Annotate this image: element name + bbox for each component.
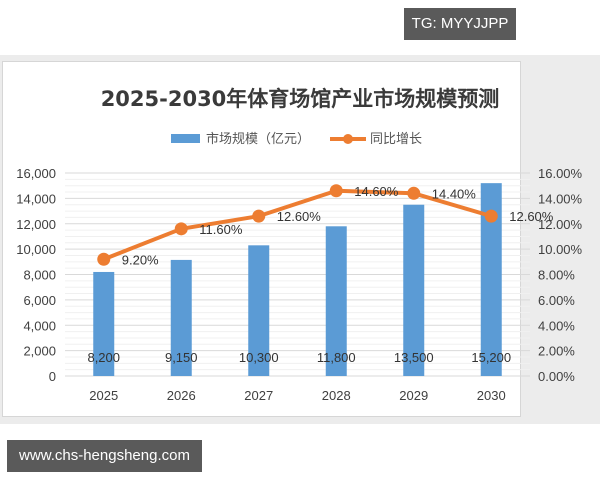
right-tick-label: 16.00% [538, 166, 583, 181]
x-tick-label: 2027 [244, 388, 273, 403]
bottom-watermark-tag: www.chs-hengsheng.com [7, 440, 202, 472]
left-tick-label: 12,000 [16, 217, 56, 232]
line-value-label: 11.60% [199, 222, 243, 237]
right-tick-label: 6.00% [538, 293, 575, 308]
right-tick-label: 4.00% [538, 318, 575, 333]
left-tick-label: 16,000 [16, 166, 56, 181]
line-marker-icon [174, 222, 188, 236]
line-value-label: 12.60% [277, 209, 322, 224]
line-value-label: 14.60% [354, 184, 399, 199]
line-marker-icon [484, 209, 498, 223]
bar-value-label: 9,150 [165, 350, 198, 365]
line-marker-icon [252, 209, 266, 223]
left-tick-label: 4,000 [23, 318, 56, 333]
right-tick-label: 10.00% [538, 242, 583, 257]
left-tick-label: 14,000 [16, 191, 56, 206]
line-value-label: 9.20% [122, 252, 159, 267]
left-tick-label: 6,000 [23, 293, 56, 308]
right-tick-label: 2.00% [538, 344, 575, 359]
x-tick-label: 2029 [399, 388, 428, 403]
right-axis-ticks: 0.00% 2.00% 4.00% 6.00% 8.00% 10.00% 12.00% 14.… [538, 166, 583, 384]
top-watermark-tag: TG: MYYJJPP [404, 8, 516, 40]
x-tick-label: 2028 [322, 388, 351, 403]
line-value-label: 12.60% [509, 209, 554, 224]
bar [248, 245, 270, 376]
right-tick-label: 8.00% [538, 268, 575, 283]
bar [170, 259, 192, 376]
line-marker-icon [97, 252, 111, 266]
right-tick-label: 0.00% [538, 369, 575, 384]
x-tick-label: 2025 [89, 388, 118, 403]
bar [480, 183, 502, 376]
bar [403, 204, 425, 376]
legend-line-label: 同比增长 [370, 131, 422, 146]
left-axis-ticks: 0 2,000 4,000 6,000 8,000 10,000 12,000 14,000 1… [16, 166, 56, 384]
bar-value-label: 11,800 [317, 350, 356, 365]
x-tick-label: 2026 [167, 388, 196, 403]
bar [93, 271, 115, 376]
gridlines [65, 172, 530, 377]
left-tick-label: 8,000 [23, 268, 56, 283]
line-marker-icon [407, 186, 421, 200]
right-tick-label: 12.00% [538, 217, 583, 232]
growth-line [103, 188, 492, 262]
right-tick-label: 14.00% [538, 191, 583, 206]
chart-title: 2025-2030年体育场馆产业市场规模预测 [101, 87, 500, 111]
bar-value-label: 8,200 [87, 350, 120, 365]
bar [325, 226, 347, 376]
legend-line-marker-icon [343, 134, 353, 144]
bar-value-label: 10,300 [239, 350, 279, 365]
left-tick-label: 2,000 [23, 344, 56, 359]
legend: 市场规模（亿元） 同比增长 [171, 131, 422, 146]
left-tick-label: 0 [49, 369, 56, 384]
left-tick-label: 10,000 [16, 242, 56, 257]
bar-value-label: 13,500 [394, 350, 434, 365]
legend-bar-swatch-icon [171, 134, 200, 143]
bar-data-labels: 8,200 9,150 10,300 11,800 13,500 15,200 [87, 350, 511, 365]
x-tick-label: 2030 [477, 388, 506, 403]
legend-bar-label: 市场规模（亿元） [206, 131, 310, 146]
x-axis-ticks: 2025 2026 2027 2028 2029 2030 [89, 388, 505, 403]
line-value-label: 14.40% [432, 186, 477, 201]
line-series [97, 184, 498, 266]
bar-series [93, 183, 502, 376]
line-data-labels: 9.20% 11.60% 12.60% 14.60% 14.40% 12.60% [122, 184, 554, 268]
bar-value-label: 15,200 [471, 350, 511, 365]
line-marker-icon [329, 184, 343, 198]
